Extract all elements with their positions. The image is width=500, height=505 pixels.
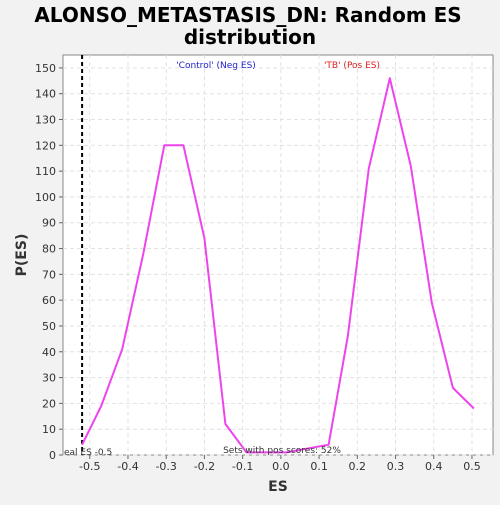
y-tick-label: 50 — [42, 320, 56, 333]
y-tick-label: 10 — [42, 423, 56, 436]
x-tick-label: -0.5 — [79, 460, 100, 473]
y-tick-label: 110 — [35, 165, 56, 178]
x-tick-label: -0.4 — [117, 460, 138, 473]
x-tick-label: 0.4 — [425, 460, 443, 473]
y-tick-label: 100 — [35, 191, 56, 204]
actual-es-label: eal ES -0.5 — [64, 448, 112, 458]
x-tick-label: -0.2 — [194, 460, 215, 473]
y-tick-label: 80 — [42, 243, 56, 256]
x-tick-label: 0.2 — [349, 460, 367, 473]
pos-es-label: 'TB' (Pos ES) — [324, 61, 380, 71]
y-tick-label: 0 — [49, 449, 56, 462]
pos-scores-label: Sets with pos scores: 52% — [223, 446, 341, 456]
plot-area — [62, 54, 494, 456]
y-tick-label: 120 — [35, 139, 56, 152]
x-tick-label: -0.1 — [232, 460, 253, 473]
x-axis-label: ES — [268, 479, 288, 495]
y-tick-label: 90 — [42, 217, 56, 230]
y-tick-label: 150 — [35, 62, 56, 75]
x-tick-label: 0.1 — [310, 460, 328, 473]
chart-title-line2: distribution — [184, 25, 316, 49]
axes: -0.5 -0.4 -0.3 -0.2 -0.1 0.0 0.1 0.2 0.3 0.4 0.5 0 1… — [35, 62, 481, 473]
y-tick-label: 20 — [42, 397, 56, 410]
y-tick-label: 60 — [42, 294, 56, 307]
chart-title-line1: ALONSO_METASTASIS_DN: Random ES — [34, 3, 461, 27]
y-tick-label: 70 — [42, 268, 56, 281]
y-axis-label: P(ES) — [14, 234, 30, 277]
y-tick-label: 140 — [35, 88, 56, 101]
y-tick-label: 130 — [35, 114, 56, 127]
y-tick-label: 30 — [42, 372, 56, 385]
series-layer — [81, 55, 475, 455]
x-tick-label: 0.0 — [272, 460, 290, 473]
es-distribution-line — [81, 77, 475, 454]
x-tick-label: 0.3 — [387, 460, 405, 473]
x-tick-label: 0.5 — [463, 460, 481, 473]
x-tick-label: -0.3 — [155, 460, 176, 473]
y-tick-label: 40 — [42, 346, 56, 359]
neg-es-label: 'Control' (Neg ES) — [176, 61, 256, 71]
